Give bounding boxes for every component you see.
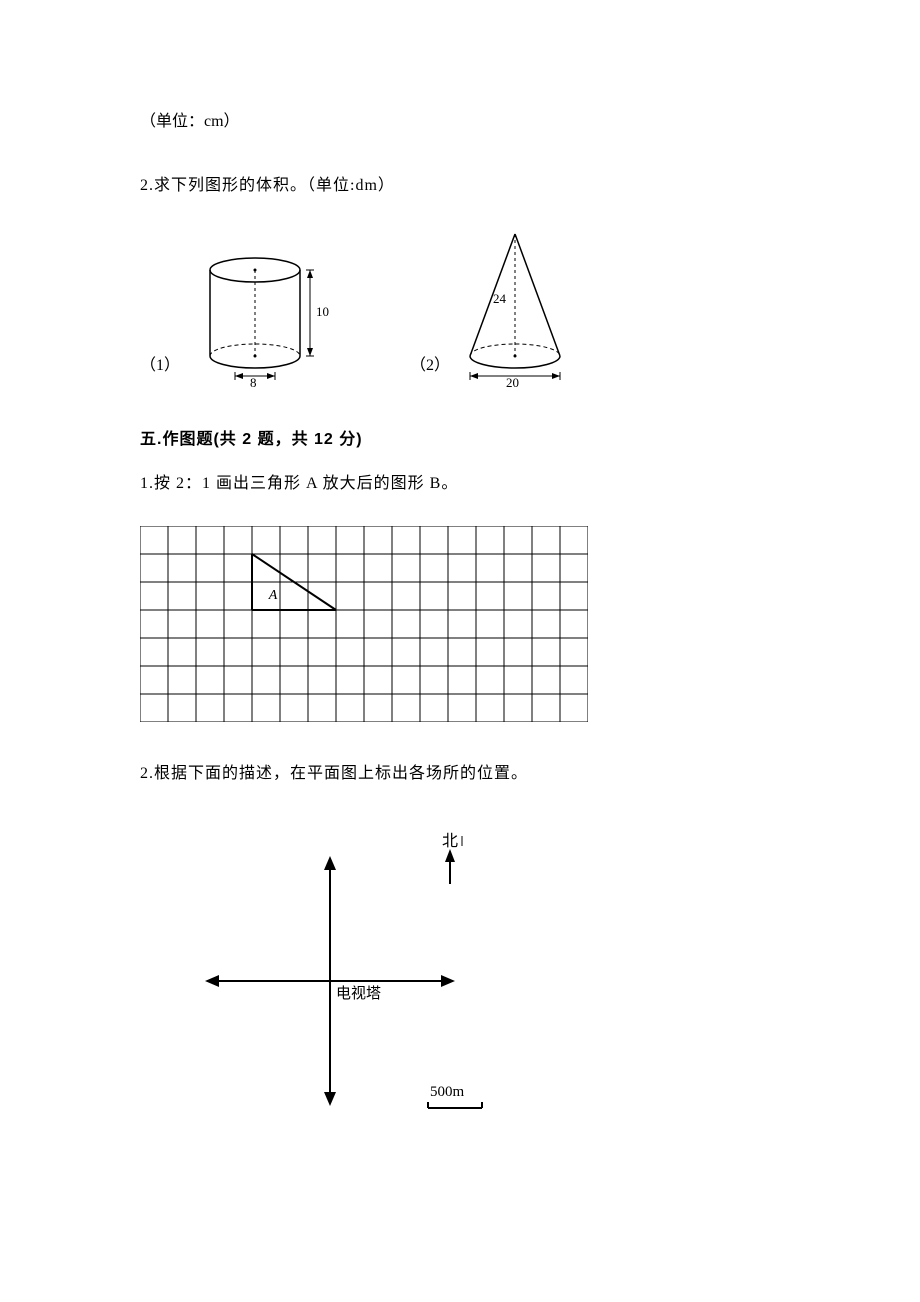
cone-diameter-label: 20: [506, 375, 519, 388]
unit-note: （单位：cm）: [140, 110, 790, 134]
scale-label: 500m: [430, 1084, 465, 1100]
q2-fig1: （1） 10: [140, 248, 330, 388]
cone-diagram: 24 20: [460, 228, 580, 388]
q2-fig2: （2） 24 20: [410, 228, 580, 388]
s5-q1-text: 1.按 2：1 画出三角形 A 放大后的图形 B。: [140, 472, 790, 496]
map-diagram: 电视塔 北 500m: [180, 816, 540, 1126]
cone-height-label: 24: [493, 291, 507, 306]
triangle-a-label: A: [268, 588, 278, 603]
grid-diagram: A: [140, 526, 588, 722]
cylinder-height-label: 10: [316, 304, 329, 319]
q2-fig1-label: （1）: [140, 354, 180, 378]
cylinder-diameter-label: 8: [250, 375, 257, 388]
s5-q2-text: 2.根据下面的描述，在平面图上标出各场所的位置。: [140, 762, 790, 786]
q2-figures: （1） 10: [140, 228, 790, 388]
q2-fig2-label: （2）: [410, 354, 450, 378]
page: （单位：cm） 2.求下列图形的体积。（单位:dm） （1）: [0, 0, 920, 1186]
q2-text: 2.求下列图形的体积。（单位:dm）: [140, 174, 790, 198]
map-center-label: 电视塔: [336, 985, 381, 1002]
north-label: 北: [442, 832, 458, 850]
section5-title: 五.作图题(共 2 题，共 12 分): [140, 428, 790, 452]
cylinder-diagram: 10 8: [190, 248, 330, 388]
